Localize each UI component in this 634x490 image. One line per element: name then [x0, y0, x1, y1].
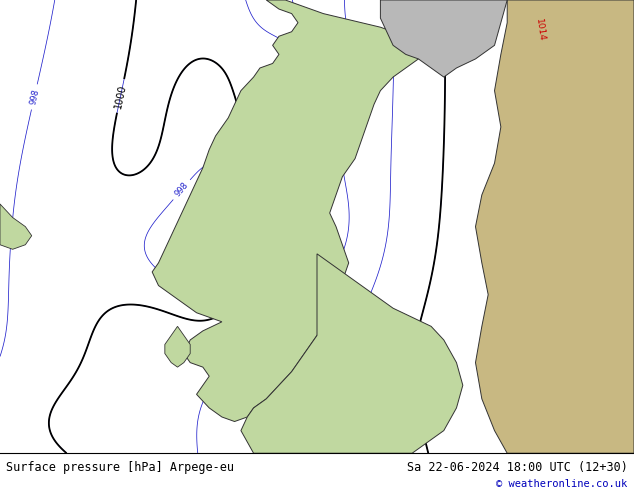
Polygon shape: [0, 204, 32, 249]
Text: 1010: 1010: [441, 0, 450, 21]
Text: 1014: 1014: [534, 18, 547, 42]
Text: 1000: 1000: [257, 175, 274, 198]
Text: © weatheronline.co.uk: © weatheronline.co.uk: [496, 480, 628, 490]
Polygon shape: [476, 0, 634, 453]
Text: 996: 996: [184, 209, 202, 227]
Polygon shape: [380, 0, 507, 77]
Text: 1002: 1002: [235, 319, 253, 342]
Text: 1008: 1008: [390, 0, 399, 21]
Text: 1006: 1006: [314, 277, 333, 300]
Text: 1004: 1004: [290, 263, 309, 286]
Polygon shape: [152, 0, 425, 421]
Text: Surface pressure [hPa] Arpege-eu: Surface pressure [hPa] Arpege-eu: [6, 461, 235, 474]
Text: 998: 998: [28, 88, 41, 106]
Polygon shape: [165, 326, 190, 367]
Text: 1000: 1000: [113, 83, 128, 109]
Text: 1010: 1010: [440, 0, 450, 24]
Text: 998: 998: [173, 181, 190, 198]
Text: Sa 22-06-2024 18:00 UTC (12+30): Sa 22-06-2024 18:00 UTC (12+30): [407, 461, 628, 474]
Polygon shape: [241, 254, 463, 453]
Text: 1012: 1012: [515, 282, 529, 305]
